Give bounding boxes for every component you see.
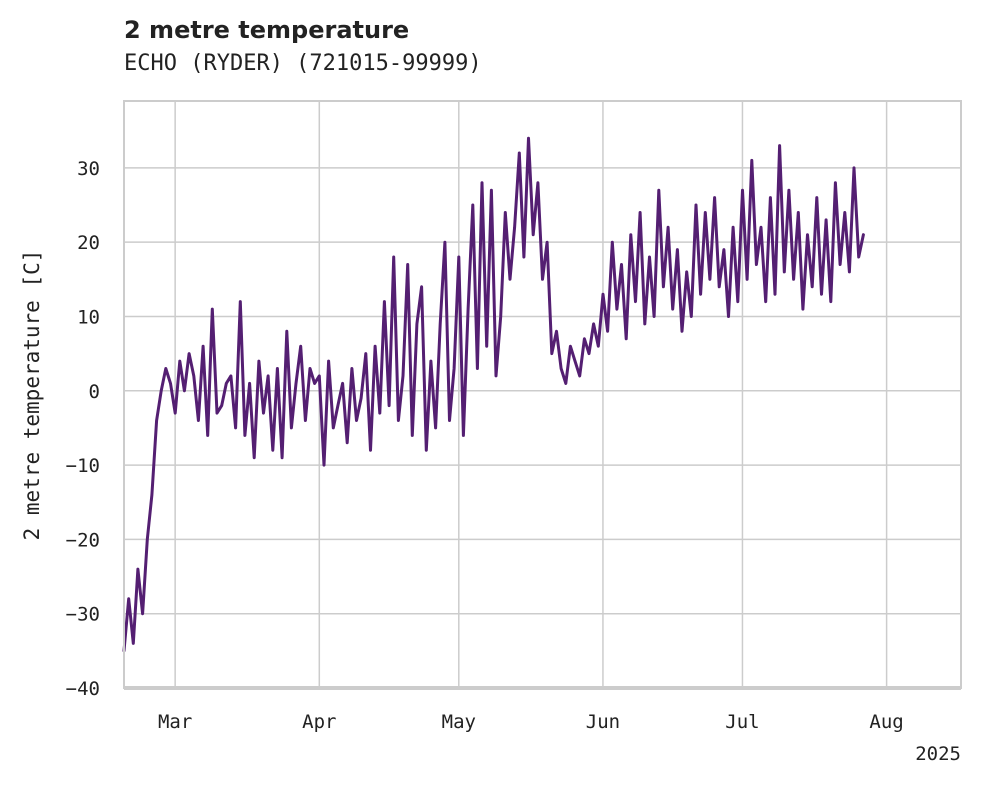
x-axis-year-label: 2025 (915, 743, 961, 765)
y-tick-label: 30 (77, 158, 100, 180)
y-tick-label: −10 (66, 455, 100, 477)
x-tick-label: Aug (869, 711, 903, 733)
grid-layer (124, 101, 961, 689)
x-tick-labels: Mar Apr May Jun Jul Aug (158, 711, 904, 733)
y-tick-label: 20 (77, 232, 100, 254)
plot-area (124, 101, 961, 688)
y-tick-labels: −40 −30 −20 −10 0 10 20 30 (66, 158, 100, 700)
x-tick-label: Jul (725, 711, 759, 733)
x-tick-label: Apr (302, 711, 336, 733)
x-tick-label: Jun (586, 711, 620, 733)
series-layer (122, 136, 865, 653)
temperature-series-line (122, 136, 865, 653)
y-tick-label: −40 (66, 678, 100, 700)
x-tick-label: May (442, 711, 476, 733)
y-axis-label: 2 metre temperature [C] (20, 250, 44, 541)
y-tick-label: −20 (66, 529, 100, 551)
x-tick-label: Mar (158, 711, 192, 733)
y-tick-label: 10 (77, 306, 100, 328)
chart-subtitle: ECHO (RYDER) (721015-99999) (124, 51, 482, 76)
chart-title: 2 metre temperature (124, 16, 410, 44)
y-tick-label: 0 (89, 381, 100, 403)
y-tick-label: −30 (66, 604, 100, 626)
